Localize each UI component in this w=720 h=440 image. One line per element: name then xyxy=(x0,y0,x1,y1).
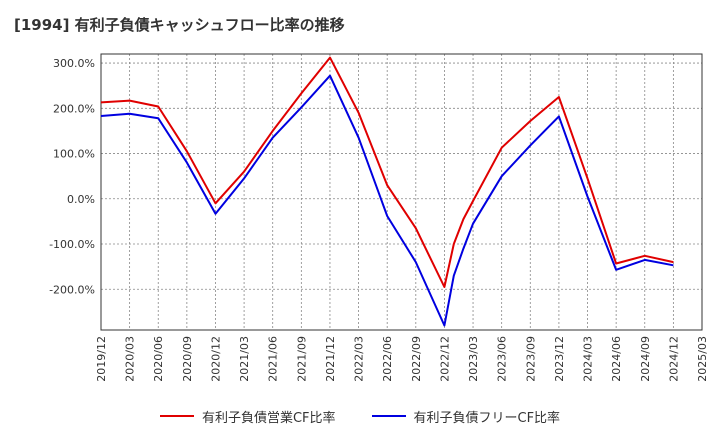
legend: 有利子負債営業CF比率 有利子負債フリーCF比率 xyxy=(0,404,720,428)
x-tick-label: 2023/12 xyxy=(553,336,566,382)
x-tick-label: 2021/06 xyxy=(267,336,280,382)
x-tick-label: 2021/12 xyxy=(324,336,337,382)
y-tick-label: 300.0% xyxy=(53,57,95,70)
legend-label-free-cf: 有利子負債フリーCF比率 xyxy=(413,410,561,426)
x-tick-label: 2020/09 xyxy=(181,336,194,382)
x-tick-label: 2023/03 xyxy=(467,336,480,382)
legend-item-free-cf: 有利子負債フリーCF比率 xyxy=(371,407,561,426)
y-tick-labels: 300.0% 200.0% 100.0% 0.0% -100.0% -200.0% xyxy=(49,57,95,296)
x-tick-labels: 2019/12 2020/03 2020/06 2020/09 2020/12 2021/… xyxy=(95,336,709,382)
x-tick-label: 2024/09 xyxy=(639,336,652,382)
legend-swatch-free-cf xyxy=(371,415,406,417)
x-tick-label: 2024/06 xyxy=(610,336,623,382)
series-lines xyxy=(100,56,674,327)
y-tick-label: -100.0% xyxy=(49,238,95,251)
series-line-0 xyxy=(100,56,674,288)
x-tick-label: 2023/06 xyxy=(496,336,509,382)
plot-frame xyxy=(100,53,703,331)
x-tick-label: 2022/09 xyxy=(410,336,423,382)
y-tick-label: 100.0% xyxy=(53,148,95,161)
x-tick-label: 2023/09 xyxy=(524,336,537,382)
x-tick-label: 2019/12 xyxy=(95,336,108,382)
x-tick-label: 2022/12 xyxy=(438,336,451,382)
chart-title: [1994] 有利子負債キャッシュフロー比率の推移 xyxy=(14,16,345,34)
x-tick-label: 2020/12 xyxy=(209,336,222,382)
x-tick-label: 2024/03 xyxy=(582,336,595,382)
x-tick-label: 2022/03 xyxy=(353,336,366,382)
legend-item-operating-cf: 有利子負債営業CF比率 xyxy=(159,407,336,426)
axes xyxy=(100,53,703,331)
x-tick-label: 2021/03 xyxy=(238,336,251,382)
y-tick-label: 0.0% xyxy=(67,193,95,206)
x-tick-label: 2021/09 xyxy=(295,336,308,382)
y-tick-label: 200.0% xyxy=(53,102,95,115)
y-tick-label: -200.0% xyxy=(49,283,95,296)
legend-swatch-operating-cf xyxy=(159,415,194,417)
grid xyxy=(100,54,703,330)
x-tick-label: 2024/12 xyxy=(667,336,680,382)
series-line-1 xyxy=(100,74,674,327)
x-tick-label: 2020/03 xyxy=(124,336,137,382)
x-tick-label: 2025/03 xyxy=(696,336,709,382)
x-tick-label: 2022/06 xyxy=(381,336,394,382)
legend-label-operating-cf: 有利子負債営業CF比率 xyxy=(201,410,336,426)
x-tick-label: 2020/06 xyxy=(152,336,165,382)
